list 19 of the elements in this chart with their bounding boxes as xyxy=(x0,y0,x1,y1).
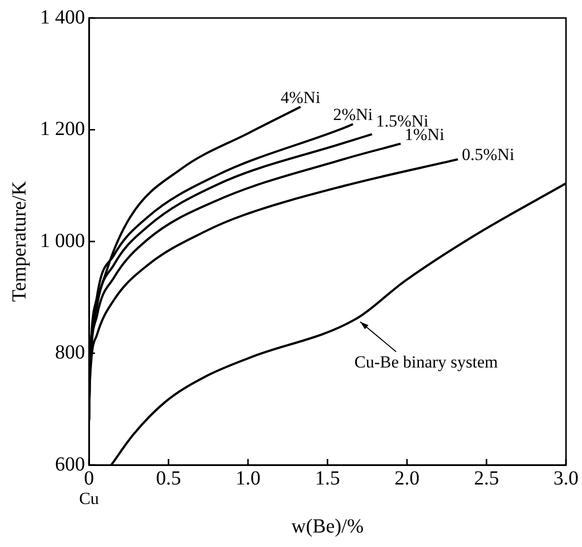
x-tick-label: 1.5 xyxy=(315,467,340,490)
y-tick-label: 1 000 xyxy=(40,230,85,252)
y-tick-label: 1 400 xyxy=(40,6,85,28)
x-tick-label: 0 xyxy=(84,467,94,490)
x-tick-label: 3.0 xyxy=(554,467,578,490)
text: Cu xyxy=(79,488,100,508)
x-axis-title: w(Be)/% xyxy=(291,515,364,538)
x-tick-label: 2.5 xyxy=(474,467,499,490)
annotation: Cu-Be binary system xyxy=(354,352,498,372)
y-tick-label: 800 xyxy=(55,342,85,364)
series-label: 2%Ni xyxy=(333,105,374,124)
series-label: 4%Ni xyxy=(280,88,321,107)
y-axis-title: Temperature/K xyxy=(8,180,30,302)
x-tick-label: 2.0 xyxy=(394,467,420,490)
y-tick-label: 1 200 xyxy=(40,118,85,140)
y-tick-label: 600 xyxy=(55,453,85,476)
series-label: 0.5%Ni xyxy=(462,144,515,164)
x-tick-label: 1.0 xyxy=(236,467,260,490)
x-tick-label: 0.5 xyxy=(156,467,181,490)
